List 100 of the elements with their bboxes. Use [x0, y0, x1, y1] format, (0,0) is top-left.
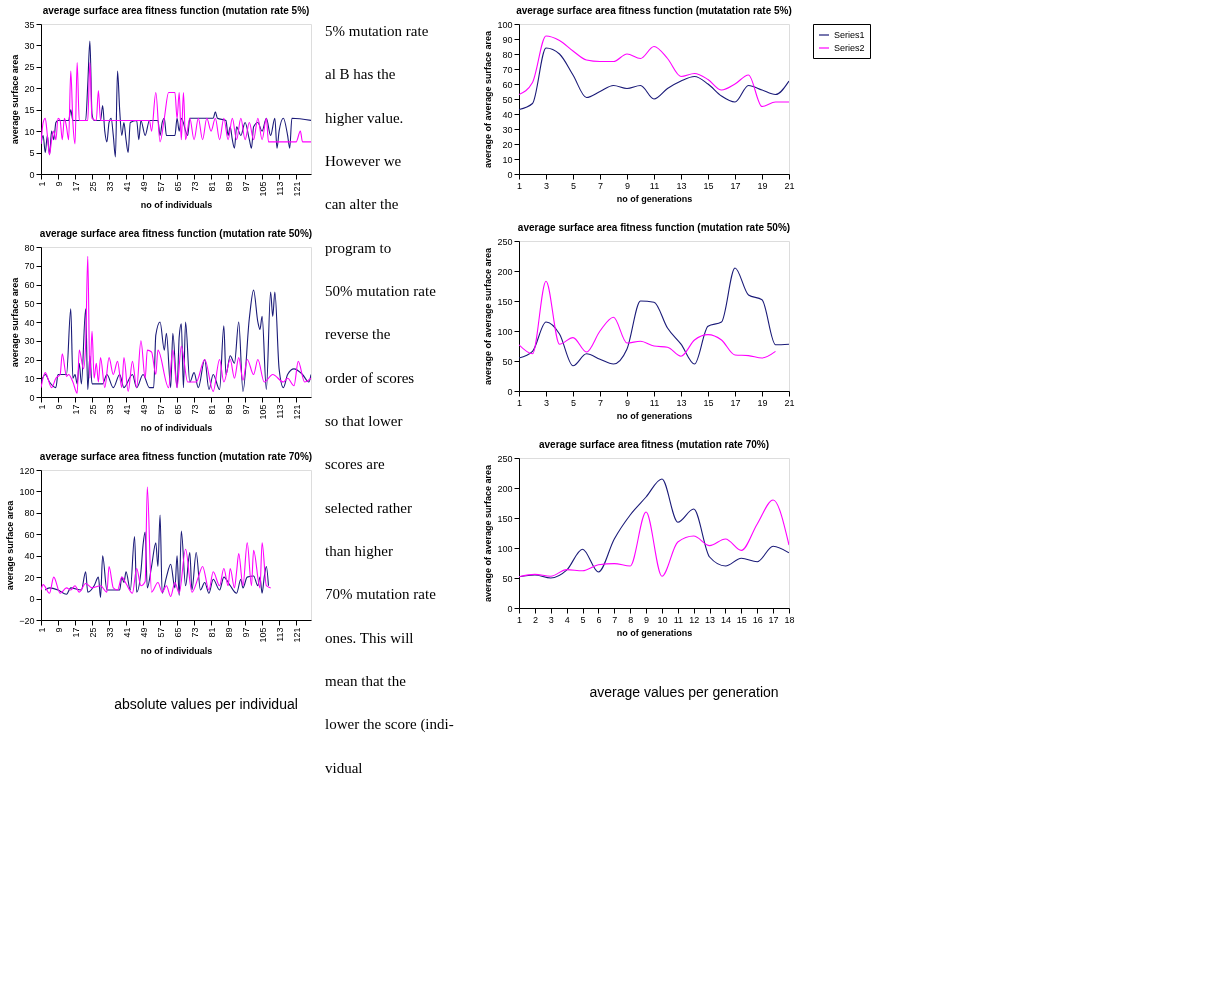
- x-tick-label: 49: [138, 181, 149, 192]
- line-series: [41, 40, 311, 158]
- chart-title: average surface area fitness function (mutation rate 50%): [517, 222, 791, 233]
- x-tick-label: 19: [757, 180, 768, 191]
- y-axis-title: average of average surface area: [483, 246, 494, 386]
- x-tick-label: 65: [172, 181, 183, 192]
- y-tick-label: 40: [24, 551, 35, 562]
- x-tick-label: 121: [291, 181, 302, 197]
- x-tick-label: 113: [274, 181, 285, 196]
- x-tick-label: 11: [649, 180, 660, 191]
- y-tick-label: 35: [24, 19, 35, 30]
- x-tick-label: 14: [720, 614, 731, 625]
- x-tick-label: 105: [257, 404, 268, 420]
- y-axis-title: average of average surface area: [483, 463, 494, 603]
- x-tick-label: 3: [543, 180, 550, 191]
- y-tick-label: 100: [497, 543, 513, 554]
- x-tick-label: 17: [70, 627, 81, 638]
- x-tick-label: 121: [291, 404, 302, 420]
- x-axis-title: no of individuals: [140, 645, 213, 656]
- y-tick-label: 120: [19, 465, 35, 476]
- line-series: [519, 499, 789, 578]
- x-tick-label: 5: [570, 180, 577, 191]
- x-tick-label: 97: [240, 181, 251, 192]
- y-tick-label: −20: [19, 615, 35, 626]
- y-tick-label: 0: [507, 603, 513, 614]
- y-tick-label: 150: [497, 296, 513, 307]
- y-tick-label: 200: [497, 483, 513, 494]
- y-tick-label: 0: [507, 386, 513, 397]
- y-tick-label: 60: [502, 79, 513, 90]
- x-tick-label: 7: [597, 180, 604, 191]
- y-tick-label: 0: [29, 169, 35, 180]
- x-tick-label: 15: [736, 614, 747, 625]
- line-series: [519, 35, 789, 108]
- x-tick-label: 73: [189, 181, 200, 192]
- line-series: [41, 255, 311, 394]
- y-tick-label: 70: [24, 261, 35, 272]
- text: ones. This will: [325, 629, 414, 646]
- x-tick-label: 33: [104, 404, 115, 415]
- y-tick-label: 60: [24, 280, 35, 290]
- text: vidual: [325, 759, 363, 776]
- y-tick-label: 5: [29, 148, 35, 159]
- x-tick-label: 6: [596, 614, 602, 625]
- y-tick-label: 50: [502, 356, 513, 367]
- x-tick-label: 11: [673, 614, 683, 625]
- x-tick-label: 9: [53, 627, 64, 633]
- x-tick-label: 4: [564, 614, 570, 625]
- y-tick-label: 80: [502, 49, 513, 60]
- y-tick-label: 20: [502, 139, 513, 150]
- x-axis-title: no of generations: [616, 410, 693, 421]
- legend-label: Series1: [834, 30, 865, 40]
- x-tick-label: 97: [240, 627, 251, 638]
- chart-title: average surface area fitness function (mutatation rate 5%): [516, 5, 792, 16]
- x-tick-label: 9: [53, 404, 64, 410]
- chart-title: average surface area fitness function (mutation rate 5%): [42, 5, 310, 16]
- y-tick-label: 70: [502, 64, 513, 75]
- y-tick-label: 200: [497, 266, 513, 277]
- x-tick-label: 10: [657, 614, 668, 625]
- x-tick-label: 81: [206, 181, 217, 192]
- x-tick-label: 73: [189, 627, 200, 638]
- x-axis-title: no of generations: [616, 627, 693, 638]
- x-tick-label: 7: [597, 397, 604, 408]
- text: However we: [325, 153, 402, 169]
- y-tick-label: 15: [24, 105, 35, 116]
- x-tick-label: 17: [768, 614, 779, 625]
- line-series: [41, 486, 272, 597]
- y-tick-label: 80: [24, 242, 35, 253]
- y-tick-label: 20: [24, 572, 35, 583]
- y-tick-label: 50: [502, 573, 513, 584]
- y-tick-label: 30: [24, 40, 35, 51]
- line-series: [41, 62, 311, 156]
- x-tick-label: 5: [570, 397, 577, 408]
- x-tick-label: 57: [155, 627, 166, 638]
- text: 70% mutation rate: [325, 586, 437, 603]
- x-tick-label: 17: [70, 181, 81, 192]
- x-tick-label: 17: [70, 404, 81, 415]
- text: reverse the: [325, 326, 391, 343]
- x-tick-label: 7: [612, 614, 618, 625]
- x-tick-label: 9: [624, 180, 631, 191]
- y-tick-label: 0: [507, 169, 513, 180]
- y-axis-title: average surface area: [10, 53, 21, 145]
- x-tick-label: 8: [628, 614, 634, 625]
- y-tick-label: 20: [24, 355, 35, 365]
- x-tick-label: 121: [291, 627, 302, 643]
- x-tick-label: 57: [155, 404, 166, 415]
- y-tick-label: 60: [24, 529, 35, 540]
- y-tick-label: 30: [502, 124, 513, 135]
- y-tick-label: 30: [24, 336, 35, 347]
- x-tick-label: 25: [87, 181, 98, 192]
- x-tick-label: 49: [138, 627, 149, 638]
- text: scores are: [325, 456, 385, 473]
- x-tick-label: 15: [703, 180, 714, 191]
- text: mean that the: [325, 673, 407, 689]
- y-tick-label: 0: [29, 392, 35, 403]
- x-tick-label: 3: [543, 397, 550, 408]
- y-axis-title: average surface area: [5, 499, 16, 591]
- x-tick-label: 15: [703, 397, 714, 408]
- x-tick-label: 1: [36, 404, 47, 410]
- x-tick-label: 65: [172, 627, 183, 638]
- x-tick-label: 49: [138, 404, 149, 415]
- y-tick-label: 100: [19, 486, 35, 497]
